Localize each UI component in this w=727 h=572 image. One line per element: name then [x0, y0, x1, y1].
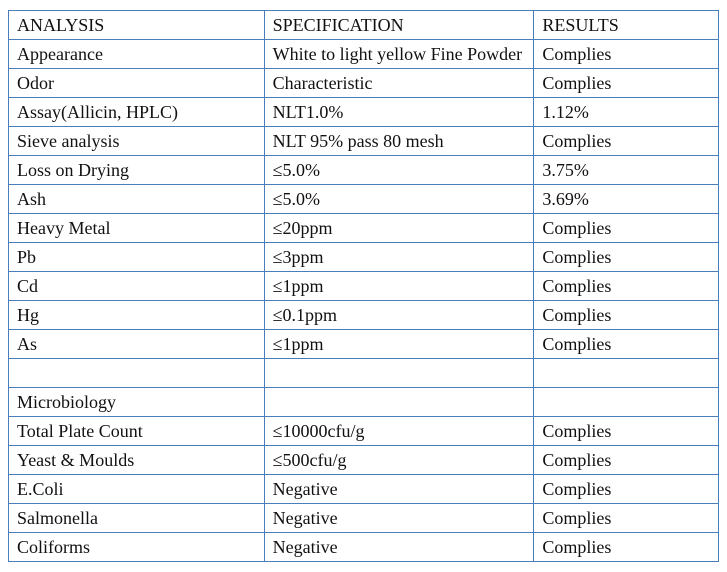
cell-analysis: Assay(Allicin, HPLC)	[9, 98, 265, 127]
col-header-specification: SPECIFICATION	[264, 11, 534, 40]
cell-results	[534, 388, 719, 417]
cell-specification: Negative	[264, 533, 534, 562]
cell-specification: White to light yellow Fine Powder	[264, 40, 534, 69]
table-row: ColiformsNegativeComplies	[9, 533, 719, 562]
table-row: Sieve analysisNLT 95% pass 80 meshCompli…	[9, 127, 719, 156]
table-body: AppearanceWhite to light yellow Fine Pow…	[9, 40, 719, 562]
table-header-row: ANALYSIS SPECIFICATION RESULTS	[9, 11, 719, 40]
cell-analysis: Salmonella	[9, 504, 265, 533]
table-row: Loss on Drying≤5.0%3.75%	[9, 156, 719, 185]
empty-cell	[264, 359, 534, 388]
cell-results: 3.69%	[534, 185, 719, 214]
table-row: Hg≤0.1ppmComplies	[9, 301, 719, 330]
cell-results: Complies	[534, 40, 719, 69]
cell-specification: ≤0.1ppm	[264, 301, 534, 330]
cell-results: Complies	[534, 301, 719, 330]
cell-specification: Negative	[264, 475, 534, 504]
cell-specification: ≤5.0%	[264, 156, 534, 185]
cell-analysis: Microbiology	[9, 388, 265, 417]
cell-results: Complies	[534, 272, 719, 301]
cell-results: Complies	[534, 214, 719, 243]
table-row: Total Plate Count≤10000cfu/gComplies	[9, 417, 719, 446]
cell-specification: NLT1.0%	[264, 98, 534, 127]
cell-analysis: Sieve analysis	[9, 127, 265, 156]
table-row: Heavy Metal≤20ppmComplies	[9, 214, 719, 243]
table-row: Microbiology	[9, 388, 719, 417]
table-row: Yeast & Moulds≤500cfu/gComplies	[9, 446, 719, 475]
table-row	[9, 359, 719, 388]
table-row: E.ColiNegativeComplies	[9, 475, 719, 504]
table-row: OdorCharacteristicComplies	[9, 69, 719, 98]
cell-analysis: Ash	[9, 185, 265, 214]
table-row: Cd≤1ppmComplies	[9, 272, 719, 301]
cell-results: Complies	[534, 504, 719, 533]
col-header-analysis: ANALYSIS	[9, 11, 265, 40]
cell-results: 1.12%	[534, 98, 719, 127]
cell-results: Complies	[534, 69, 719, 98]
empty-cell	[9, 359, 265, 388]
table-row: As≤1ppmComplies	[9, 330, 719, 359]
cell-analysis: Heavy Metal	[9, 214, 265, 243]
cell-results: Complies	[534, 330, 719, 359]
cell-analysis: Appearance	[9, 40, 265, 69]
cell-specification: ≤5.0%	[264, 185, 534, 214]
cell-analysis: Odor	[9, 69, 265, 98]
cell-analysis: Coliforms	[9, 533, 265, 562]
coa-table: ANALYSIS SPECIFICATION RESULTS Appearanc…	[8, 10, 719, 562]
cell-results: Complies	[534, 475, 719, 504]
cell-specification: ≤1ppm	[264, 330, 534, 359]
cell-analysis: Pb	[9, 243, 265, 272]
col-header-results: RESULTS	[534, 11, 719, 40]
cell-specification: ≤20ppm	[264, 214, 534, 243]
table-row: Ash≤5.0%3.69%	[9, 185, 719, 214]
table-row: AppearanceWhite to light yellow Fine Pow…	[9, 40, 719, 69]
cell-results: Complies	[534, 446, 719, 475]
table-row: Assay(Allicin, HPLC)NLT1.0%1.12%	[9, 98, 719, 127]
cell-analysis: Yeast & Moulds	[9, 446, 265, 475]
cell-specification: Negative	[264, 504, 534, 533]
cell-specification: ≤10000cfu/g	[264, 417, 534, 446]
cell-results: Complies	[534, 417, 719, 446]
cell-specification: ≤3ppm	[264, 243, 534, 272]
table-row: SalmonellaNegativeComplies	[9, 504, 719, 533]
cell-specification: ≤500cfu/g	[264, 446, 534, 475]
cell-analysis: Total Plate Count	[9, 417, 265, 446]
cell-analysis: E.Coli	[9, 475, 265, 504]
cell-specification: Characteristic	[264, 69, 534, 98]
cell-analysis: Cd	[9, 272, 265, 301]
cell-analysis: Loss on Drying	[9, 156, 265, 185]
cell-analysis: Hg	[9, 301, 265, 330]
table-row: Pb≤3ppmComplies	[9, 243, 719, 272]
cell-analysis: As	[9, 330, 265, 359]
cell-results: 3.75%	[534, 156, 719, 185]
cell-specification: NLT 95% pass 80 mesh	[264, 127, 534, 156]
cell-specification: ≤1ppm	[264, 272, 534, 301]
cell-results: Complies	[534, 127, 719, 156]
page-wrap: ANALYSIS SPECIFICATION RESULTS Appearanc…	[0, 0, 727, 572]
cell-results: Complies	[534, 533, 719, 562]
cell-specification	[264, 388, 534, 417]
cell-results: Complies	[534, 243, 719, 272]
empty-cell	[534, 359, 719, 388]
